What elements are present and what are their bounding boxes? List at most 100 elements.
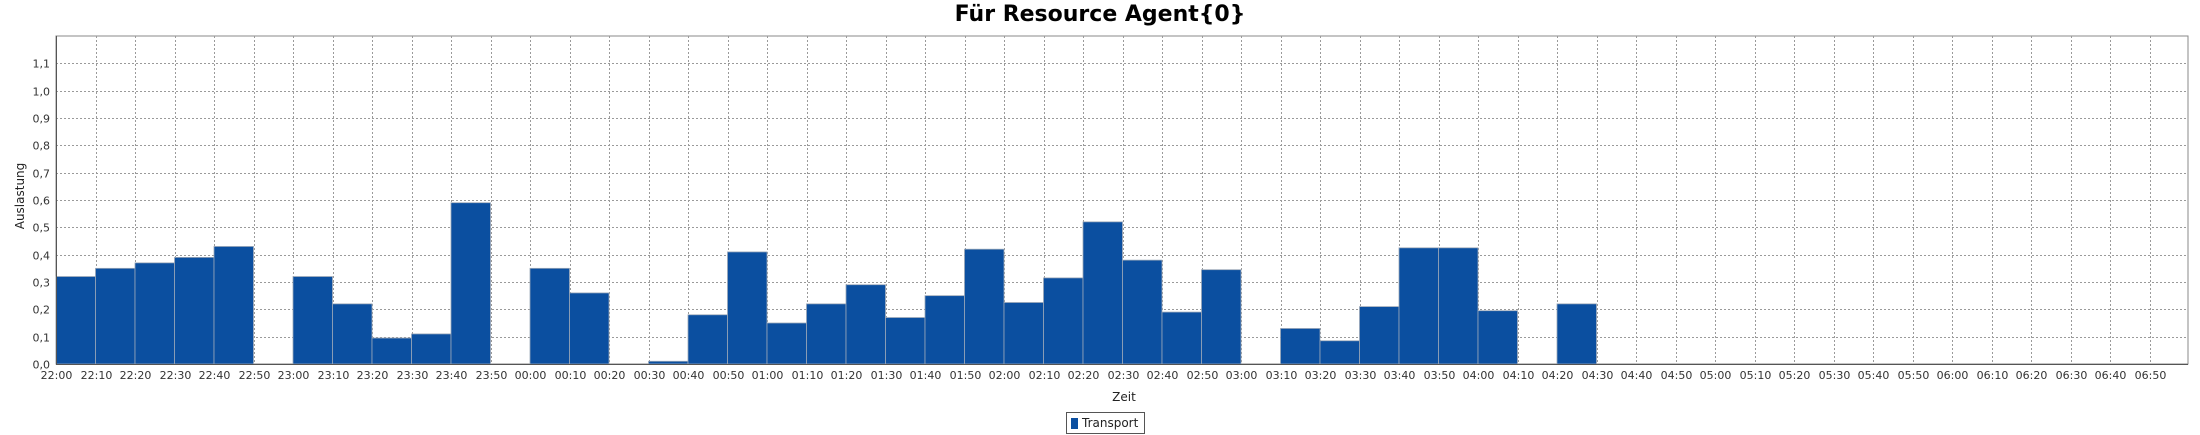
- bar: [1082, 221, 1123, 365]
- x-tick-label: 22:50: [239, 369, 271, 382]
- bar: [1359, 306, 1400, 365]
- x-tick-label: 02:30: [1108, 369, 1140, 382]
- x-tick-label: 03:20: [1305, 369, 1337, 382]
- bar: [687, 314, 728, 365]
- x-tick-label: 00:40: [673, 369, 705, 382]
- x-tick-label: 02:50: [1187, 369, 1219, 382]
- bar-series: [55, 202, 1597, 365]
- x-tick-label: 23:20: [357, 369, 389, 382]
- bar: [529, 267, 570, 365]
- bar: [1556, 303, 1597, 365]
- y-tick-label: 1,0: [33, 86, 51, 99]
- bar: [1161, 311, 1202, 365]
- x-tick-label: 04:40: [1621, 369, 1653, 382]
- x-tick-label: 22:00: [41, 369, 73, 382]
- x-tick-label: 04:50: [1661, 369, 1693, 382]
- x-tick-label: 06:30: [2056, 369, 2088, 382]
- bar: [292, 276, 333, 365]
- bar: [1043, 277, 1084, 365]
- bar: [806, 303, 847, 365]
- x-tick-label: 00:10: [555, 369, 587, 382]
- x-tick-label: 03:30: [1345, 369, 1377, 382]
- x-tick-label: 01:30: [871, 369, 903, 382]
- y-tick-label: 0,7: [33, 168, 51, 181]
- bar: [845, 284, 886, 365]
- x-tick-label: 01:10: [792, 369, 824, 382]
- x-tick-label: 03:50: [1424, 369, 1456, 382]
- x-tick-label: 05:20: [1779, 369, 1811, 382]
- x-tick-label: 22:30: [160, 369, 192, 382]
- x-tick-label: 22:20: [120, 369, 152, 382]
- bar: [1477, 310, 1518, 365]
- x-tick-label: 02:20: [1068, 369, 1100, 382]
- x-tick-label: 02:00: [989, 369, 1021, 382]
- bar: [332, 303, 373, 365]
- x-tick-label: 01:50: [950, 369, 982, 382]
- y-tick-label: 0,6: [33, 195, 51, 208]
- x-tick-label: 05:10: [1740, 369, 1772, 382]
- x-tick-label: 03:40: [1384, 369, 1416, 382]
- bar: [1280, 328, 1321, 365]
- x-tick-label: 00:00: [515, 369, 547, 382]
- bar: [411, 333, 452, 365]
- x-tick-label: 22:10: [81, 369, 113, 382]
- x-tick-label: 02:10: [1029, 369, 1061, 382]
- bar: [1398, 247, 1439, 365]
- x-tick-label: 02:40: [1147, 369, 1179, 382]
- chart-title: Für Resource Agent{0}: [954, 2, 1246, 27]
- x-tick-label: 04:10: [1503, 369, 1535, 382]
- x-tick-label: 06:50: [2135, 369, 2167, 382]
- bar: [174, 256, 215, 365]
- y-axis-label: Auslastung: [13, 163, 27, 230]
- bar: [55, 276, 96, 365]
- bar: [371, 337, 412, 365]
- x-tick-label: 06:00: [1937, 369, 1969, 382]
- y-tick-label: 0,4: [33, 250, 51, 263]
- y-tick-label: 0,9: [33, 113, 51, 126]
- bar: [727, 251, 768, 365]
- x-tick-label: 22:40: [199, 369, 231, 382]
- legend-label: Transport: [1082, 416, 1139, 430]
- x-tick-label: 03:10: [1266, 369, 1298, 382]
- bar: [1122, 259, 1163, 365]
- y-tick-label: 0,2: [33, 304, 51, 317]
- legend: Transport: [1066, 412, 1146, 434]
- x-tick-label: 01:40: [910, 369, 942, 382]
- x-tick-label: 03:00: [1226, 369, 1258, 382]
- bar: [924, 295, 965, 365]
- legend-swatch: [1071, 417, 1078, 429]
- x-tick-label: 04:20: [1542, 369, 1574, 382]
- x-tick-label: 05:00: [1700, 369, 1732, 382]
- bar: [1438, 247, 1479, 365]
- bar: [213, 246, 254, 365]
- y-tick-label: 0,8: [33, 140, 51, 153]
- bar: [450, 202, 491, 365]
- x-tick-label: 04:30: [1582, 369, 1614, 382]
- x-tick-label: 23:30: [397, 369, 429, 382]
- x-tick-label: 06:10: [1977, 369, 2009, 382]
- y-tick-label: 0,3: [33, 277, 51, 290]
- y-tick-labels: 0,0 0,1 0,2 0,3 0,4 0,5 0,6 0,7 0,8 0,9 1,0 1,1: [33, 58, 51, 372]
- x-axis-label: Zeit: [1112, 390, 1136, 404]
- x-tick-label: 23:10: [318, 369, 350, 382]
- x-tick-labels: 22:00 22:10 22:20 22:30 22:40 22:50 23:00 23:10…: [41, 369, 2167, 382]
- x-tick-label: 23:00: [278, 369, 310, 382]
- bar: [648, 360, 689, 365]
- bar: [1201, 269, 1242, 365]
- bar: [885, 317, 926, 365]
- bar: [95, 267, 136, 365]
- bar: [134, 262, 175, 365]
- x-tick-label: 01:20: [831, 369, 863, 382]
- x-tick-label: 05:50: [1898, 369, 1930, 382]
- bar: [1003, 302, 1044, 365]
- x-tick-label: 23:40: [436, 369, 468, 382]
- axes: [56, 36, 2188, 365]
- bar: [964, 248, 1005, 365]
- x-tick-label: 00:30: [634, 369, 666, 382]
- x-tick-label: 05:40: [1858, 369, 1890, 382]
- x-tick-label: 23:50: [476, 369, 508, 382]
- x-tick-label: 04:00: [1463, 369, 1495, 382]
- bar: [766, 322, 807, 365]
- x-tick-label: 05:30: [1819, 369, 1851, 382]
